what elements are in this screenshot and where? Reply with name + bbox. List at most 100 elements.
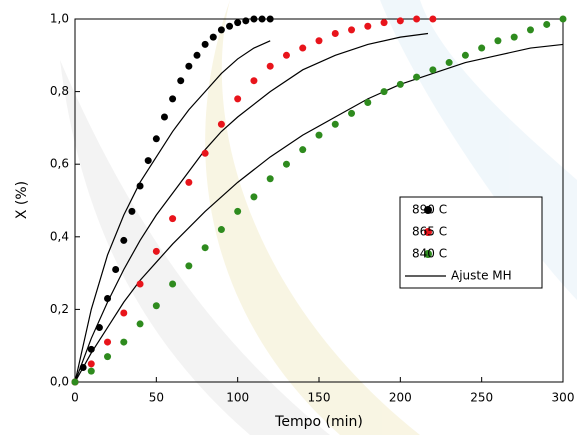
data-point (169, 280, 177, 288)
data-point (234, 95, 242, 103)
data-point (478, 44, 486, 52)
data-point (413, 73, 421, 81)
y-tick-label: 0,2 (50, 302, 69, 316)
legend-marker (424, 206, 432, 214)
data-point (331, 120, 339, 128)
x-tick-label: 50 (149, 391, 164, 405)
y-tick-label: 0,6 (50, 157, 69, 171)
data-point (128, 207, 136, 215)
data-point (185, 262, 193, 270)
data-point (209, 33, 217, 41)
data-point (71, 378, 79, 386)
x-tick-label: 100 (226, 391, 249, 405)
data-point (217, 226, 225, 234)
y-tick-label: 1,0 (50, 12, 69, 26)
fit-line (74, 32, 429, 383)
data-point (445, 59, 453, 67)
data-point (152, 302, 160, 310)
legend-marker (424, 228, 432, 236)
data-point (112, 265, 120, 273)
y-tick-label: 0,0 (50, 375, 69, 389)
data-point (510, 33, 518, 41)
data-point (160, 113, 168, 121)
y-tick-label: 0,8 (50, 84, 69, 98)
data-point (120, 309, 128, 317)
fit-line (74, 40, 271, 383)
legend-label: 890 C (412, 203, 447, 217)
data-point (201, 149, 209, 157)
data-point (185, 62, 193, 70)
data-point (201, 40, 209, 48)
data-point (331, 30, 339, 38)
legend-label: 840 C (412, 247, 447, 261)
data-point (217, 26, 225, 34)
data-point (87, 345, 95, 353)
data-point (250, 193, 258, 201)
data-point (217, 120, 225, 128)
legend-label: 865 C (412, 225, 447, 239)
data-point (250, 15, 258, 23)
data-point (87, 367, 95, 375)
data-point (396, 17, 404, 25)
data-point (315, 37, 323, 45)
data-point (79, 363, 87, 371)
data-point (559, 15, 567, 23)
data-point (396, 80, 404, 88)
legend-label: Ajuste MH (451, 269, 512, 283)
data-point (348, 109, 356, 117)
data-point (429, 15, 437, 23)
data-point (380, 19, 388, 27)
data-point (136, 280, 144, 288)
data-point (258, 15, 266, 23)
data-point (120, 236, 128, 244)
data-point (266, 62, 274, 70)
data-point (152, 135, 160, 143)
data-point (299, 44, 307, 52)
y-axis-label: X (%) (14, 181, 30, 219)
data-point (136, 320, 144, 328)
data-point (494, 37, 502, 45)
data-point (104, 353, 112, 361)
data-point (315, 131, 323, 139)
data-point (380, 88, 388, 96)
fit-line (74, 43, 564, 383)
data-point (348, 26, 356, 34)
data-point (526, 26, 534, 34)
data-point (104, 338, 112, 346)
data-point (193, 51, 201, 59)
data-point (136, 182, 144, 190)
data-point (169, 95, 177, 103)
data-point (364, 22, 372, 30)
x-tick-label: 250 (470, 391, 493, 405)
data-point (201, 244, 209, 252)
data-point (226, 22, 234, 30)
legend-marker (424, 250, 432, 258)
x-axis-label: Tempo (min) (274, 414, 363, 430)
data-point (177, 77, 185, 85)
data-point (120, 338, 128, 346)
data-point (234, 19, 242, 27)
data-point (185, 178, 193, 186)
data-point (282, 160, 290, 168)
data-point (104, 295, 112, 303)
data-point (144, 157, 152, 165)
x-tick-label: 150 (308, 391, 331, 405)
data-point (87, 360, 95, 368)
legend-box (399, 196, 543, 289)
data-point (242, 17, 250, 25)
data-point (266, 175, 274, 183)
data-point (429, 66, 437, 74)
data-point (169, 215, 177, 223)
x-tick-label: 200 (389, 391, 412, 405)
data-point (282, 51, 290, 59)
data-point (234, 207, 242, 215)
watermark-swoosh (60, 60, 330, 435)
data-point (364, 98, 372, 106)
data-point (95, 324, 103, 332)
data-point (461, 51, 469, 59)
data-point (413, 15, 421, 23)
y-tick-label: 0,4 (50, 229, 69, 243)
x-tick-label: 0 (71, 391, 79, 405)
data-point (299, 146, 307, 154)
